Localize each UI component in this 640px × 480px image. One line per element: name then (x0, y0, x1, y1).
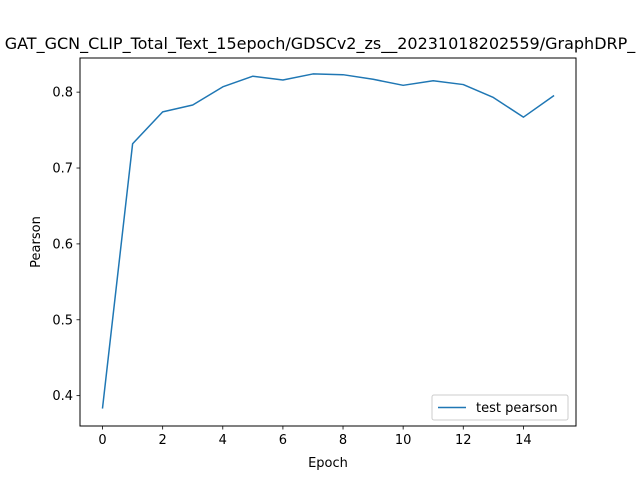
data-point (492, 96, 495, 99)
x-tick-label: 0 (98, 433, 106, 448)
axes-background (80, 58, 576, 426)
data-point (552, 94, 555, 97)
data-point (161, 110, 164, 113)
x-tick-label: 4 (219, 433, 227, 448)
data-point (462, 83, 465, 86)
data-point (191, 104, 194, 107)
y-tick-label: 0.7 (52, 162, 73, 177)
x-tick-label: 6 (279, 433, 287, 448)
data-point (251, 75, 254, 78)
x-axis-ticks: 0 2 4 6 8 10 12 14 (98, 426, 532, 448)
data-point (281, 79, 284, 82)
data-point (101, 406, 104, 409)
data-point (311, 72, 314, 75)
x-tick-label: 12 (455, 433, 472, 448)
y-tick-label: 0.5 (52, 313, 73, 328)
x-tick-label: 10 (395, 433, 412, 448)
y-tick-label: 0.8 (52, 86, 73, 101)
data-point (402, 84, 405, 87)
data-point (432, 79, 435, 82)
series-line-test-pearson (101, 73, 555, 409)
y-axis-ticks: 0.4 0.5 0.6 0.7 0.8 (52, 86, 80, 404)
legend-label-test-pearson: test pearson (476, 401, 558, 416)
data-point (131, 142, 134, 145)
chart-title: GAT_GCN_CLIP_Total_Text_15epoch/GDSCv2_z… (5, 34, 637, 54)
data-point (342, 73, 345, 76)
legend: test pearson (431, 394, 569, 421)
y-axis-label: Pearson (29, 216, 44, 268)
legend-box (431, 394, 569, 421)
y-tick-label: 0.4 (52, 389, 73, 404)
plot-area (79, 57, 577, 427)
data-point (372, 78, 375, 81)
x-tick-label: 14 (515, 433, 532, 448)
x-tick-label: 8 (339, 433, 347, 448)
data-point (522, 116, 525, 119)
data-point (221, 85, 224, 88)
axes-frame (79, 57, 577, 427)
x-tick-label: 2 (159, 433, 167, 448)
x-axis-label: Epoch (308, 456, 348, 471)
y-tick-label: 0.6 (52, 237, 73, 252)
